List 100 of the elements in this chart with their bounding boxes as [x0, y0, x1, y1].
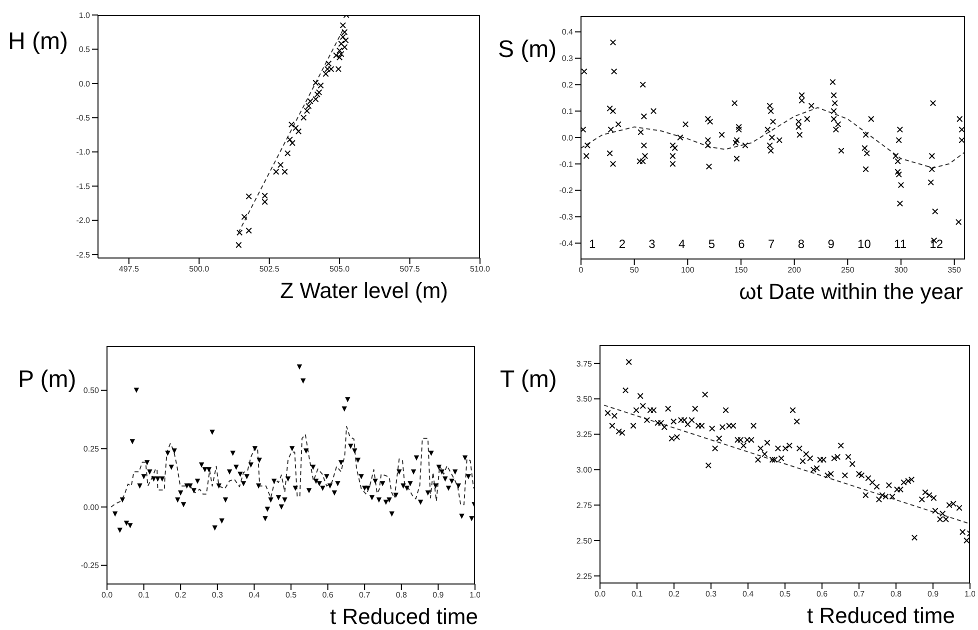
point: [246, 228, 252, 234]
x-tick-label: 0.2: [175, 590, 187, 600]
y-tick-label: 3.75: [576, 359, 593, 368]
x-axis-title: ωt Date within the year: [739, 279, 963, 305]
y-tick-label: -1.5: [76, 182, 91, 191]
y-tick-label: -0.4: [559, 238, 574, 248]
x-tick-label: 0.8: [396, 590, 408, 600]
x-tick-label: 350: [948, 266, 962, 275]
point: [262, 198, 268, 205]
x-tick-label: 100: [680, 266, 695, 275]
y-axis-title: T (m): [500, 366, 557, 394]
x-tick-label: 497.5: [118, 264, 140, 274]
y-tick-label: -0.1: [559, 160, 574, 169]
x-tick-label: 0.2: [668, 590, 680, 599]
x-tick-label: 505.0: [330, 264, 350, 274]
x-tick-label: 1.0: [469, 590, 482, 600]
x-tick-label: 0.3: [212, 590, 224, 600]
x-tick-label: 0.7: [359, 590, 371, 600]
x-tick-label: 500.0: [189, 264, 210, 274]
x-tick-label: 150: [734, 266, 748, 275]
x-axis-title: t Reduced time: [330, 604, 478, 630]
x-tick-label: 0: [578, 266, 584, 275]
y-tick-label: 0.00: [83, 502, 100, 512]
point: [306, 102, 312, 110]
y-tick-label: 1.0: [78, 10, 91, 20]
point: [262, 192, 268, 199]
x-tick-label: 0.9: [432, 590, 444, 600]
y-tick-label: 2.50: [576, 536, 593, 546]
x-tick-label: 0.4: [248, 590, 260, 600]
x-tick-label: 0.7: [853, 590, 866, 599]
point: [322, 70, 329, 77]
point: [324, 66, 331, 72]
point: [336, 47, 343, 54]
point: [316, 89, 322, 96]
x-axis-title: Z Water level (m): [280, 278, 448, 304]
y-tick-label: 2.25: [576, 572, 593, 581]
x-tick-label: 0.0: [101, 590, 114, 600]
x-tick-label: 0.4: [742, 590, 754, 599]
line-series: [581, 107, 965, 168]
y-tick-label: -0.5: [76, 114, 91, 123]
y-tick-label: 2.75: [576, 500, 593, 510]
point: [282, 168, 288, 175]
x-tick-label: 1.0: [964, 590, 976, 599]
y-axis-title: H (m): [8, 28, 68, 56]
point: [295, 128, 302, 134]
point: [288, 121, 295, 128]
y-tick-label: -2.0: [76, 216, 91, 226]
x-tick-label: 0.1: [138, 590, 150, 600]
point: [340, 22, 346, 28]
x-tick-label: 0.6: [322, 590, 334, 600]
point: [342, 44, 348, 50]
y-tick-label: -2.5: [76, 250, 91, 260]
y-tick-label: 0.5: [78, 45, 91, 54]
y-tick-label: -0.2: [559, 186, 574, 196]
y-tick-label: -0.25: [80, 561, 100, 570]
point: [284, 150, 291, 156]
point: [236, 230, 243, 236]
point: [338, 40, 344, 47]
x-tick-label: 0.9: [927, 590, 940, 599]
point: [272, 168, 280, 175]
line-series: [110, 426, 475, 508]
y-tick-label: 0.0: [562, 133, 574, 142]
y-axis-title: P (m): [18, 366, 76, 394]
y-tick-label: -1.0: [76, 148, 91, 157]
point: [241, 214, 248, 220]
point: [342, 37, 349, 44]
y-tick-label: 0.50: [83, 386, 100, 396]
x-tick-label: 510.0: [470, 264, 491, 274]
x-tick-label: 300: [894, 266, 908, 275]
y-tick-label: 3.25: [576, 430, 593, 440]
point: [246, 193, 252, 200]
point: [340, 34, 346, 40]
x-tick-label: 200: [788, 266, 802, 275]
x-tick-label: 0.0: [594, 590, 606, 599]
annotation: 1 2 3 4 5 6 7 8 9 10 11 12: [589, 237, 943, 251]
y-tick-label: 0.1: [562, 106, 574, 116]
x-tick-label: 502.5: [259, 264, 280, 274]
x-tick-label: 50: [630, 266, 640, 275]
point: [286, 136, 293, 143]
x-tick-label: 0.5: [779, 590, 792, 599]
point: [326, 60, 332, 67]
x-tick-label: 0.8: [890, 590, 902, 599]
x-tick-label: 250: [840, 266, 855, 275]
x-tick-label: 0.3: [705, 590, 718, 599]
y-axis-title: S (m): [498, 36, 557, 64]
point: [300, 114, 307, 121]
x-tick-label: 0.6: [816, 590, 828, 599]
y-tick-label: 3.00: [576, 466, 593, 475]
point: [336, 54, 343, 61]
x-tick-label: 0.5: [285, 590, 298, 600]
y-tick-label: 0.0: [78, 79, 91, 88]
point: [292, 124, 299, 132]
point: [236, 242, 242, 248]
point: [289, 140, 296, 146]
y-tick-label: 3.50: [576, 394, 593, 404]
y-tick-label: 0.25: [83, 444, 100, 454]
y-tick-label: -0.3: [559, 212, 574, 222]
point: [277, 162, 284, 168]
y-tick-label: 0.3: [562, 54, 574, 64]
x-tick-label: 507.5: [400, 264, 420, 274]
